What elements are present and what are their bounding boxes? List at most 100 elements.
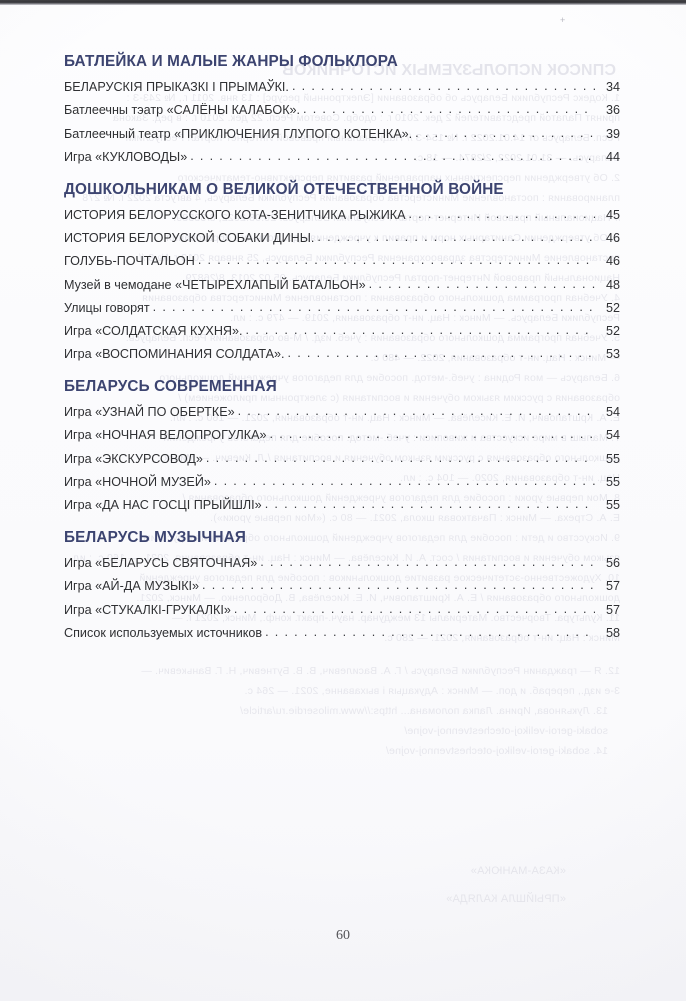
toc-entry-list: ИСТОРИЯ БЕЛОРУССКОГО КОТА-ЗЕНИТЧИКА РЫЖИ… (64, 200, 620, 362)
toc-dot-leader (202, 577, 595, 589)
toc-entry-page-number: 46 (605, 231, 620, 246)
toc-entry-label: Игра «СТУКАЛКІ-ГРУКАЛКІ» (64, 602, 231, 617)
toc-entry-page-number: 54 (605, 428, 620, 443)
toc-dot-leader (206, 450, 595, 462)
toc-entry-label: Игра «КУКЛОВОДЫ» (64, 149, 188, 164)
toc-entry-page-number: 54 (605, 405, 620, 420)
toc-entry-label: Игра «ЭКСКУРСОВОД» (64, 451, 203, 466)
toc-entry-label: Батлеечны тэатр «САЛЁНЫ КАЛАБОК». (64, 103, 301, 118)
toc-dot-leader (265, 624, 595, 636)
scan-speck: + (560, 15, 566, 25)
show-through-line: sobaki-geroi-velikoj-otechestvennoj-vojn… (404, 725, 608, 737)
toc-entry-label: Игра «ДА НАС ГОСЦІ ПРЫЙШЛІ» (64, 498, 262, 512)
toc-entry-page-number: 46 (605, 254, 620, 269)
toc-entry[interactable]: Музей в чемодане «ЧЕТЫРЕХЛАПЫЙ БАТАЛЬОН»… (64, 269, 620, 292)
toc-entry-page-number: 55 (605, 498, 620, 512)
toc-entry[interactable]: БЕЛАРУСКІЯ ПРЫКАЗКІ І ПРЫМАЎКІ. 34 (64, 72, 620, 95)
toc-entry[interactable]: ИСТОРИЯ БЕЛОРУССКОГО КОТА-ЗЕНИТЧИКА РЫЖИ… (64, 200, 620, 223)
toc-dot-leader (190, 148, 595, 160)
toc-dot-leader (292, 78, 595, 90)
toc-dot-leader (270, 426, 596, 438)
toc-entry-page-number: 57 (605, 579, 620, 594)
toc-dot-leader (238, 403, 595, 415)
toc-entry-label: ГОЛУБЬ-ПОЧТАЛЬОН (64, 254, 195, 269)
section-heading: БЕЛАРУСЬ МУЗЫЧНАЯ (64, 529, 246, 546)
toc-entry-label: Игра «СОЛДАТСКАЯ КУХНЯ». (64, 323, 243, 338)
toc-dot-leader (369, 276, 595, 288)
toc-entry[interactable]: ГОЛУБЬ-ПОЧТАЛЬОН 46 (64, 246, 620, 269)
toc-entry-page-number: 45 (605, 207, 620, 222)
toc-entry[interactable]: Батлеечный театр «ПРИКЛЮЧЕНИЯ ГЛУПОГО КО… (64, 118, 620, 141)
toc-entry-list: БЕЛАРУСКІЯ ПРЫКАЗКІ І ПРЫМАЎКІ.34Батлееч… (64, 72, 620, 165)
toc-entry-label: Список используемых источников (64, 625, 263, 640)
toc-entry-label: Улицы говорят (64, 300, 150, 315)
toc-entry-label: Игра «НОЧНОЙ МУЗЕЙ» (64, 474, 211, 489)
toc-entry-label: ИСТОРИЯ БЕЛОРУССКОГО КОТА-ЗЕНИТЧИКА РЫЖИ… (64, 207, 406, 222)
toc-entry-page-number: 57 (605, 602, 620, 617)
toc-entry-label: Игра «НОЧНАЯ ВЕЛОПРОГУЛКА» (64, 428, 267, 443)
section-heading: БАТЛЕЙКА И МАЛЫЕ ЖАНРЫ ФОЛЬКЛОРА (64, 53, 398, 70)
toc-entry[interactable]: Игра «УЗНАЙ ПО ОБЕРТКЕ» 54 (64, 397, 620, 420)
toc-dot-leader (265, 496, 595, 508)
toc-dot-leader (408, 206, 595, 218)
toc-entry-page-number: 36 (605, 103, 620, 118)
show-through-line: 14. sobaki-geroi-velikoj-otechestvennoj-… (385, 745, 608, 757)
show-through-line: «ПРЫЙШЛА КАЛЯДА» (446, 893, 566, 905)
toc-entry[interactable]: Игра «БЕЛАРУСЬ СВЯТОЧНАЯ» 56 (64, 548, 620, 571)
toc-entry-page-number: 39 (605, 126, 620, 141)
show-through-line: 13. Лукьянова, Ирина. Лапка поломана... … (239, 705, 608, 717)
toc-entry-label: Игра «ВОСПОМИНАНИЯ СОЛДАТА». (64, 347, 285, 362)
toc-entry[interactable]: Игра «НОЧНАЯ ВЕЛОПРОГУЛКА» 54 (64, 420, 620, 443)
toc-entry[interactable]: Улицы говорят 52 (64, 293, 620, 316)
toc-entry-page-number: 53 (605, 347, 620, 362)
toc-entry[interactable]: Список используемых источников 58 (64, 618, 620, 641)
toc-entry[interactable]: Игра «ЭКСКУРСОВОД» 55 (64, 443, 620, 466)
toc-entry-label: Музей в чемодане «ЧЕТЫРЕХЛАПЫЙ БАТАЛЬОН» (64, 277, 366, 292)
toc-dot-leader (260, 554, 595, 566)
toc-dot-leader (214, 473, 595, 485)
toc-dot-leader (303, 101, 595, 113)
toc-dot-leader (317, 229, 595, 241)
toc-entry-label: БЕЛАРУСКІЯ ПРЫКАЗКІ І ПРЫМАЎКІ. (64, 80, 289, 95)
table-of-contents: БАТЛЕЙКА И МАЛЫЕ ЖАНРЫ ФОЛЬКЛОРА БЕЛАРУСК… (64, 52, 620, 641)
toc-entry[interactable]: Игра «СОЛДАТСКАЯ КУХНЯ». 52 (64, 316, 620, 339)
toc-entry[interactable]: ИСТОРИЯ БЕЛОРУСКОЙ СОБАКИ ДИНЫ. 46 (64, 223, 620, 246)
toc-entry-page-number: 55 (605, 451, 620, 466)
show-through-line: 12. Я — гражданин Республики Беларусь / … (141, 665, 620, 677)
toc-entry-label: Игра «УЗНАЙ ПО ОБЕРТКЕ» (64, 405, 235, 420)
toc-entry-page-number: 44 (605, 149, 620, 164)
toc-dot-leader (415, 125, 595, 137)
toc-entry[interactable]: Игра «НОЧНОЙ МУЗЕЙ» 55 (64, 467, 620, 490)
toc-dot-leader (234, 601, 595, 613)
toc-entry-page-number: 48 (605, 277, 620, 292)
toc-entry[interactable]: Игра «КУКЛОВОДЫ» 44 (64, 142, 620, 165)
toc-entry-label: ИСТОРИЯ БЕЛОРУСКОЙ СОБАКИ ДИНЫ. (64, 231, 315, 246)
show-through-line: 3-е изд., перераб. и доп. — Минск : Адук… (244, 685, 620, 697)
toc-entry-page-number: 52 (605, 300, 620, 315)
toc-entry-label: Игра «БЕЛАРУСЬ СВЯТОЧНАЯ» (64, 556, 258, 571)
toc-entry[interactable]: Батлеечны тэатр «САЛЁНЫ КАЛАБОК». 36 (64, 95, 620, 118)
toc-dot-leader (288, 345, 595, 357)
toc-entry-page-number: 56 (605, 556, 620, 571)
toc-entry-label: Батлеечный театр «ПРИКЛЮЧЕНИЯ ГЛУПОГО КО… (64, 126, 413, 141)
section-heading: ДОШКОЛЬНИКАМ О ВЕЛИКОЙ ОТЕЧЕСТВЕННОЙ ВОЙ… (64, 180, 504, 198)
toc-entry[interactable]: Игра «АЙ-ДА МУЗЫКІ» 57 (64, 571, 620, 594)
toc-dot-leader (246, 322, 595, 334)
section-heading: БЕЛАРУСЬ СОВРЕМЕННАЯ (64, 378, 277, 396)
toc-entry[interactable]: Игра «СТУКАЛКІ-ГРУКАЛКІ» 57 (64, 594, 620, 617)
toc-entry-label: Игра «АЙ-ДА МУЗЫКІ» (64, 579, 200, 594)
toc-entry-page-number: 55 (605, 474, 620, 489)
toc-dot-leader (153, 299, 595, 311)
toc-dot-leader (198, 252, 595, 264)
toc-entry-page-number: 58 (605, 625, 620, 640)
scan-edge-top (0, 0, 686, 5)
show-through-line: «КАЗА-МАНЮКА» (470, 865, 566, 877)
toc-entry-page-number: 34 (605, 80, 620, 95)
toc-entry[interactable]: Игра «ВОСПОМИНАНИЯ СОЛДАТА». 53 (64, 339, 620, 362)
page-folio: 60 (336, 928, 350, 943)
toc-entry[interactable]: Игра «ДА НАС ГОСЦІ ПРЫЙШЛІ» 55 (64, 490, 620, 513)
toc-entry-page-number: 52 (605, 323, 620, 338)
